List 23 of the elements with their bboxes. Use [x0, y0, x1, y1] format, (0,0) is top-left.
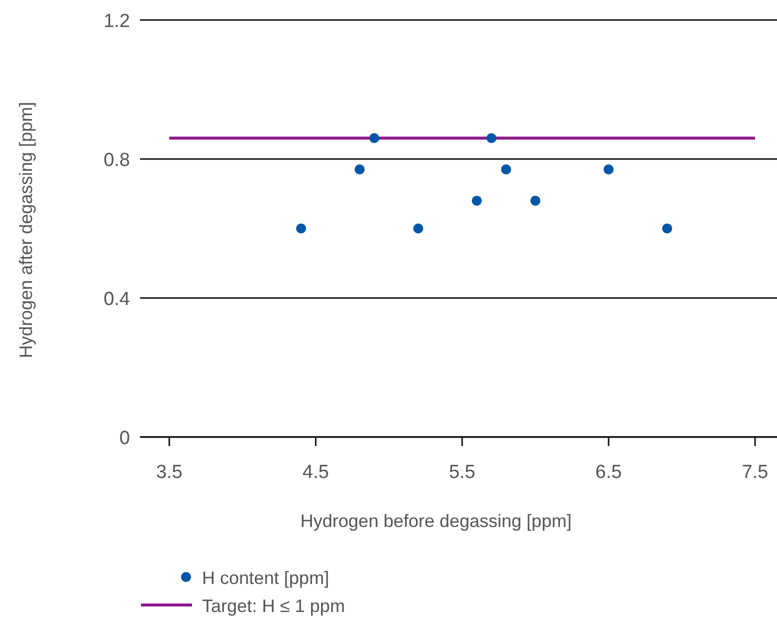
point	[413, 224, 424, 234]
y-tick-label: 0.8	[104, 150, 130, 171]
y-tick-label: 0	[119, 428, 130, 449]
point	[604, 164, 614, 174]
x-tick-label: 6.5	[595, 462, 622, 483]
x-axis-title: Hydrogen before degassing [ppm]	[300, 511, 572, 531]
x-tick-label: 5.5	[448, 462, 476, 483]
legend-label: H content [ppm]	[202, 568, 330, 588]
y-tick-label: 1.2	[104, 11, 130, 32]
point	[369, 133, 380, 144]
x-tick-label: 3.5	[156, 462, 182, 483]
x-tick-label: 7.5	[742, 462, 768, 483]
point	[354, 164, 365, 174]
x-tick-label: 4.5	[302, 462, 329, 483]
y-tick-label: 0.4	[104, 289, 130, 310]
point	[662, 224, 672, 234]
legend-label: Target: H ≤ 1 ppm	[202, 596, 345, 616]
point	[501, 164, 512, 174]
point	[296, 224, 306, 234]
y-axis-title: Hydrogen after degassing [ppm]	[16, 102, 36, 358]
point	[472, 196, 482, 206]
point	[530, 196, 540, 206]
point	[486, 133, 496, 144]
